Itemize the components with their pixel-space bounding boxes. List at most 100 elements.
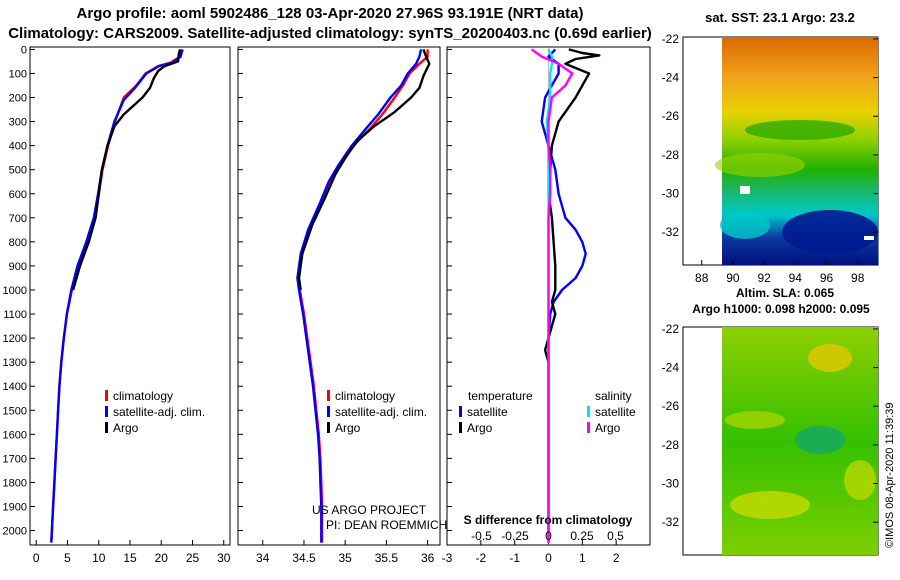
difference-top-ticks: -0.5 -0.25 0 0.25 0.5 (471, 529, 624, 543)
legend-label-satellite: satellite-adj. clim. (335, 405, 427, 419)
lat-tick-label: -32 (662, 225, 680, 239)
depth-tick-label: 700 (9, 213, 27, 225)
difference-xlabel: S difference from climatology (464, 513, 633, 527)
series-line-argo (71, 49, 182, 291)
x-tick-label: 15 (123, 551, 137, 565)
sst-map-axes: -22 -24 -26 -28 -30 -32 88 90 92 94 96 98 (662, 32, 878, 285)
x-tick-label: 35.5 (375, 551, 399, 565)
depth-tick-label: 100 (9, 68, 27, 80)
sst-patch (745, 120, 855, 140)
lat-tick-label: -22 (662, 322, 680, 336)
difference-legend: temperature salinity satellite Argo sate… (459, 389, 636, 435)
legend-label-temp-satellite: satellite (467, 405, 508, 419)
title-line-2: Climatology: CARS2009. Satellite-adjuste… (8, 25, 652, 42)
x-tick-label: -2 (475, 551, 486, 565)
diff-top-tick-label: 0 (545, 529, 552, 543)
x-tick-label: 1 (579, 551, 586, 565)
temperature-plot: 0 5 10 15 20 25 30 (33, 49, 231, 565)
x-tick-label: 5 (64, 551, 71, 565)
depth-tick-label: 500 (9, 165, 27, 177)
lon-tick-label: 96 (820, 271, 834, 285)
depth-tick-label: 1800 (3, 477, 27, 489)
depth-tick-label: 600 (9, 189, 27, 201)
depth-tick-label: 1500 (3, 405, 27, 417)
depth-tick-label: 1400 (3, 381, 27, 393)
series-line-satellite-adj-clim- (50, 49, 184, 543)
legend-label-sal-satellite: satellite (595, 405, 636, 419)
lon-tick-label: 98 (851, 271, 865, 285)
lat-tick-label: -30 (662, 477, 680, 491)
legend-swatch-satellite (105, 406, 108, 417)
depth-tick-label: 1900 (3, 502, 27, 514)
x-tick-label: 34.5 (292, 551, 316, 565)
lat-tick-label: -30 (662, 187, 680, 201)
depth-tick-label: 400 (9, 141, 27, 153)
salinity-legend: climatology satellite-adj. clim. Argo (327, 389, 427, 435)
x-tick-label: 0 (33, 551, 40, 565)
sst-map-title: sat. SST: 23.1 Argo: 23.2 (705, 10, 855, 25)
lon-tick-label: 94 (789, 271, 803, 285)
imos-credit: ©IMOS 08-Apr-2020 11:39:39 (884, 403, 896, 548)
legend-label-sal-argo: Argo (595, 421, 621, 435)
depth-tick-label: 900 (9, 261, 27, 273)
sst-patch (720, 211, 770, 239)
sst-missing-pixel (864, 236, 874, 240)
x-tick-label: 25 (186, 551, 200, 565)
lat-tick-label: -28 (662, 148, 680, 162)
depth-tick-label: 0 (21, 44, 27, 56)
x-tick-label: 10 (92, 551, 106, 565)
x-tick-label: -1 (509, 551, 520, 565)
lat-tick-label: -24 (662, 71, 680, 85)
sla-map-axes: -22 -24 -26 -28 -30 -32 (662, 322, 878, 529)
depth-tick-label: 800 (9, 237, 27, 249)
depth-tick-label: 1200 (3, 333, 27, 345)
lat-tick-label: -22 (662, 32, 680, 46)
diff-top-tick-label: 0.5 (607, 529, 624, 543)
salinity-plot: 34 34.5 35 35.5 36 (256, 48, 435, 565)
temperature-legend: climatology satellite-adj. clim. Argo (105, 389, 205, 435)
x-tick-label: 36 (421, 551, 435, 565)
project-line-1: US ARGO PROJECT (312, 503, 427, 517)
series-line-satellite-adj-clim- (296, 49, 423, 543)
diff-top-tick-label: 0.25 (570, 529, 594, 543)
sst-map-patches (715, 120, 878, 254)
legend-swatch-satellite (327, 406, 330, 417)
sst-patch (782, 210, 878, 254)
lon-tick-label: 88 (695, 271, 709, 285)
depth-tick-label: 2000 (3, 526, 27, 538)
legend-temperature-header: temperature (468, 389, 533, 403)
depth-tick-label: 200 (9, 93, 27, 105)
diff-top-tick-label: -0.5 (471, 529, 492, 543)
salinity-panel (237, 46, 441, 546)
legend-label-argo: Argo (335, 421, 361, 435)
x-tick-label: 34 (256, 551, 270, 565)
sla-patch (730, 491, 810, 519)
difference-plot: -3 -2 -1 0 1 2 (442, 47, 620, 565)
sla-patch (725, 411, 785, 429)
lat-tick-label: -26 (662, 399, 680, 413)
sst-patch (715, 153, 805, 177)
depth-tick-label: 1000 (3, 285, 27, 297)
legend-label-climatology: climatology (113, 389, 173, 403)
series-line-argo (297, 48, 431, 291)
project-line-2: PI: DEAN ROEMMICH (326, 518, 447, 532)
depth-tick-label: 1700 (3, 453, 27, 465)
sla-map-title-1: Altim. SLA: 0.065 (736, 286, 834, 300)
legend-swatch-climatology (105, 390, 108, 401)
legend-swatch-temp-satellite (459, 406, 462, 417)
sst-missing-pixel (740, 186, 750, 194)
x-tick-label: 0 (545, 551, 552, 565)
depth-tick-label: 1300 (3, 357, 27, 369)
x-tick-label: 20 (155, 551, 169, 565)
sla-patch (795, 426, 845, 454)
sla-patch (844, 460, 876, 500)
legend-swatch-argo (327, 422, 330, 433)
legend-swatch-sal-satellite (587, 406, 590, 417)
depth-axis: 0 100 200 300 400 500 600 700 800 900 1000 1100 1200… (3, 44, 452, 538)
x-tick-label: 30 (217, 551, 231, 565)
legend-label-argo: Argo (113, 421, 139, 435)
diff-top-tick-label: -0.25 (501, 529, 529, 543)
series-line-salinity-argo (530, 48, 574, 543)
temperature-panel (29, 46, 231, 546)
